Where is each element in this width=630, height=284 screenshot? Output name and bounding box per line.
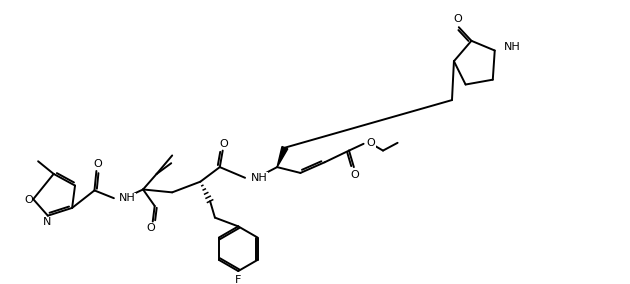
Text: O: O: [146, 223, 155, 233]
Text: O: O: [93, 159, 102, 169]
Text: O: O: [24, 195, 33, 205]
Text: N: N: [43, 218, 51, 227]
Text: O: O: [454, 14, 462, 24]
Text: O: O: [219, 139, 228, 149]
Text: NH: NH: [251, 173, 268, 183]
Text: O: O: [367, 138, 375, 148]
Polygon shape: [277, 147, 288, 167]
Text: O: O: [350, 170, 359, 180]
Text: F: F: [235, 275, 241, 284]
Text: NH: NH: [118, 193, 135, 203]
Text: NH: NH: [503, 42, 520, 52]
